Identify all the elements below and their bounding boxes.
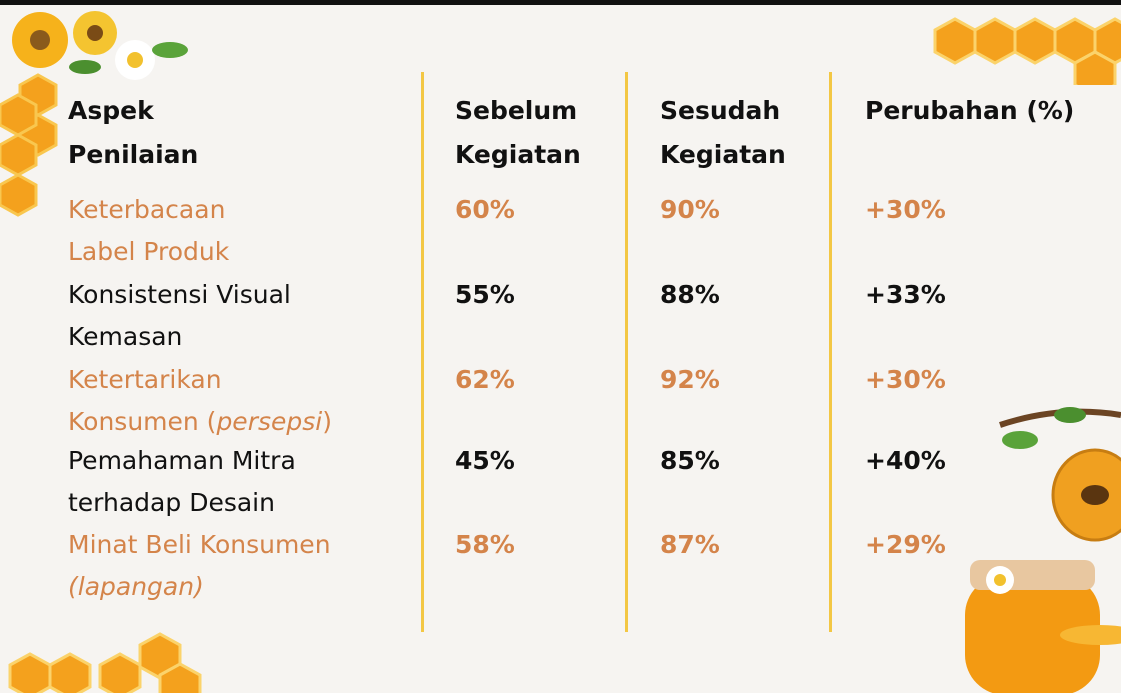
header-text: Aspek [68,89,198,133]
after-value: 85% [660,440,720,482]
honeycomb-decoration [925,5,1121,85]
header-text: Sesudah [660,89,786,133]
column-divider [421,72,424,632]
after-value: 90% [660,189,720,231]
change-value: +30% [865,189,946,231]
aspect-line: Ketertarikan [68,359,332,401]
aspect-line: Minat Beli Konsumen [68,524,331,566]
before-value: 60% [455,189,515,231]
before-value: 45% [455,440,515,482]
header-cell: Perubahan (%) [865,89,1074,133]
aspect-line: Konsistensi Visual [68,274,291,316]
header-text: Penilaian [68,133,198,177]
after-value: 87% [660,524,720,566]
aspect-line: Kemasan [68,316,291,358]
aspect-text: Konsumen ( [68,407,216,436]
before-value: 55% [455,274,515,316]
aspect-italic: persepsi [216,407,322,436]
header-text: Sebelum [455,89,581,133]
column-divider [625,72,628,632]
header-text: Perubahan (%) [865,89,1074,133]
aspect-italic: (lapangan) [68,572,204,601]
after-value: 88% [660,274,720,316]
honeycomb-decoration [0,625,220,693]
aspect-line: Keterbacaan [68,189,229,231]
slide: AspekPenilaianSebelumKegiatanSesudahKegi… [0,0,1121,693]
change-value: +29% [865,524,946,566]
aspect-line: terhadap Desain [68,482,296,524]
aspect-text: ) [322,407,332,436]
change-value: +40% [865,440,946,482]
column-divider [829,72,832,632]
change-value: +33% [865,274,946,316]
honey-decoration [960,395,1121,693]
aspect-cell: Minat Beli Konsumen (lapangan) [68,524,331,608]
aspect-line: Label Produk [68,231,229,273]
before-value: 62% [455,359,515,401]
header-text: Kegiatan [455,133,581,177]
after-value: 92% [660,359,720,401]
aspect-line: Pemahaman Mitra [68,440,296,482]
before-value: 58% [455,524,515,566]
aspect-line: Konsumen (persepsi) [68,401,332,443]
header-text: Kegiatan [660,133,786,177]
change-value: +30% [865,359,946,401]
aspect-line: (lapangan) [68,566,331,608]
